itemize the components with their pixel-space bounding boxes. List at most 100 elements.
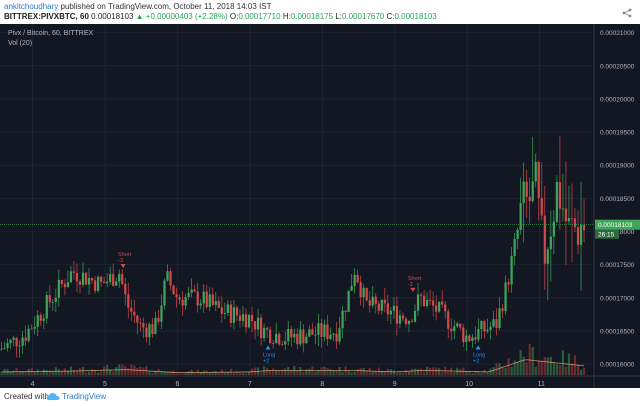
- y-tick-label: 0.00019000: [600, 163, 635, 170]
- short-signal-label: -2: [408, 282, 413, 288]
- author-link[interactable]: ankitchoudhary: [4, 2, 59, 11]
- candle-body: [432, 300, 435, 306]
- share-icon[interactable]: [622, 8, 632, 18]
- candle-body: [561, 208, 565, 210]
- symbol-label: BITTREX:PIVXBTC, 60: [4, 12, 89, 21]
- volume-bar: [338, 367, 341, 375]
- candle-body: [229, 304, 233, 323]
- candle-body: [6, 343, 9, 348]
- volume-bar: [468, 372, 471, 375]
- volume-bar: [483, 369, 486, 375]
- volume-bar: [63, 368, 67, 375]
- candle-body: [211, 294, 214, 305]
- candle-body: [262, 327, 266, 339]
- volume-bar: [308, 368, 311, 375]
- volume-bar: [474, 370, 477, 375]
- candle-body: [290, 328, 293, 338]
- volume-bar: [266, 367, 269, 375]
- candle-body: [380, 299, 383, 311]
- volume-bar: [459, 369, 462, 375]
- volume-bar: [72, 369, 76, 375]
- candle-body: [395, 305, 399, 324]
- volume-bar: [365, 370, 368, 375]
- candle-body: [238, 315, 242, 321]
- volume-bar: [154, 370, 157, 375]
- candle-body: [522, 181, 525, 204]
- y-tick-label: 0.00017000: [600, 295, 635, 302]
- candle-body: [78, 281, 82, 285]
- volume-bar: [12, 370, 15, 375]
- candle-body: [281, 344, 284, 346]
- candle-body: [407, 320, 411, 325]
- volume-bar: [235, 371, 239, 375]
- candle-body: [398, 315, 402, 324]
- candle-body: [504, 282, 507, 312]
- price-chart[interactable]: 0.00016000 0.00016500 0.00017000 0.00017500…: [0, 24, 640, 388]
- candle-body: [112, 274, 115, 286]
- created-with-text: Created with: [4, 392, 49, 401]
- candle-body: [347, 290, 350, 312]
- low-label: L:: [335, 12, 342, 21]
- volume-bar: [244, 373, 248, 375]
- candle-body: [187, 292, 190, 297]
- volume-bar: [564, 366, 568, 375]
- candle-body: [422, 295, 426, 306]
- volume-bar: [18, 372, 21, 375]
- short-signal-arrow: [410, 287, 416, 292]
- volume-bar: [45, 370, 48, 375]
- volume-bar: [163, 371, 166, 375]
- volume-bar: [419, 368, 423, 375]
- countdown-badge: [595, 229, 619, 239]
- candle-body: [12, 337, 15, 340]
- volume-bar: [24, 371, 27, 375]
- candle-body: [428, 299, 432, 301]
- candle-body: [558, 182, 562, 209]
- candle-body: [368, 300, 371, 306]
- y-tick-label: 0.00021000: [600, 30, 635, 37]
- candle-body: [546, 249, 549, 264]
- volume-bar: [392, 370, 395, 375]
- candle-body: [317, 323, 320, 335]
- volume-bar: [356, 369, 359, 375]
- candle-body: [148, 324, 151, 338]
- volume-bar: [42, 369, 45, 375]
- tradingview-brand[interactable]: TradingView: [62, 392, 107, 401]
- candle-body: [259, 317, 263, 339]
- volume-bar: [576, 364, 580, 375]
- candle-body: [266, 327, 269, 330]
- candle-body: [190, 289, 193, 293]
- volume-bar: [112, 371, 115, 375]
- volume-bar: [127, 368, 130, 375]
- candle-body: [169, 271, 172, 286]
- candle-body: [552, 221, 555, 237]
- candle-body: [109, 274, 112, 282]
- volume-bar: [407, 371, 411, 375]
- chart-area[interactable]: 0.00016000 0.00016500 0.00017000 0.00017500…: [0, 24, 640, 388]
- x-tick-label: 10: [465, 381, 473, 388]
- volume-bar: [90, 368, 94, 375]
- volume-bar: [175, 373, 178, 375]
- candle-body: [84, 272, 88, 285]
- volume-bar: [275, 369, 278, 375]
- volume-bar: [48, 370, 51, 375]
- candle-body: [60, 279, 63, 284]
- candle-body: [389, 310, 392, 315]
- open-label: O:: [229, 12, 239, 21]
- candle-body: [302, 329, 305, 344]
- volume-bar: [347, 371, 350, 375]
- candle-body: [474, 337, 477, 340]
- volume-bar: [516, 361, 519, 375]
- volume-bar: [281, 369, 284, 375]
- volume-bar: [302, 371, 305, 375]
- current-price-label: 0.00018103: [598, 222, 633, 229]
- candle-body: [441, 301, 444, 305]
- x-tick-label: 5: [103, 381, 107, 388]
- volume-bar: [39, 372, 42, 375]
- volume-bar: [0, 372, 3, 375]
- volume-bar: [314, 371, 317, 375]
- volume-bar: [60, 370, 63, 375]
- candle-body: [15, 337, 18, 347]
- volume-bar: [350, 372, 353, 375]
- volume-bar: [329, 369, 332, 375]
- candle-body: [582, 224, 586, 231]
